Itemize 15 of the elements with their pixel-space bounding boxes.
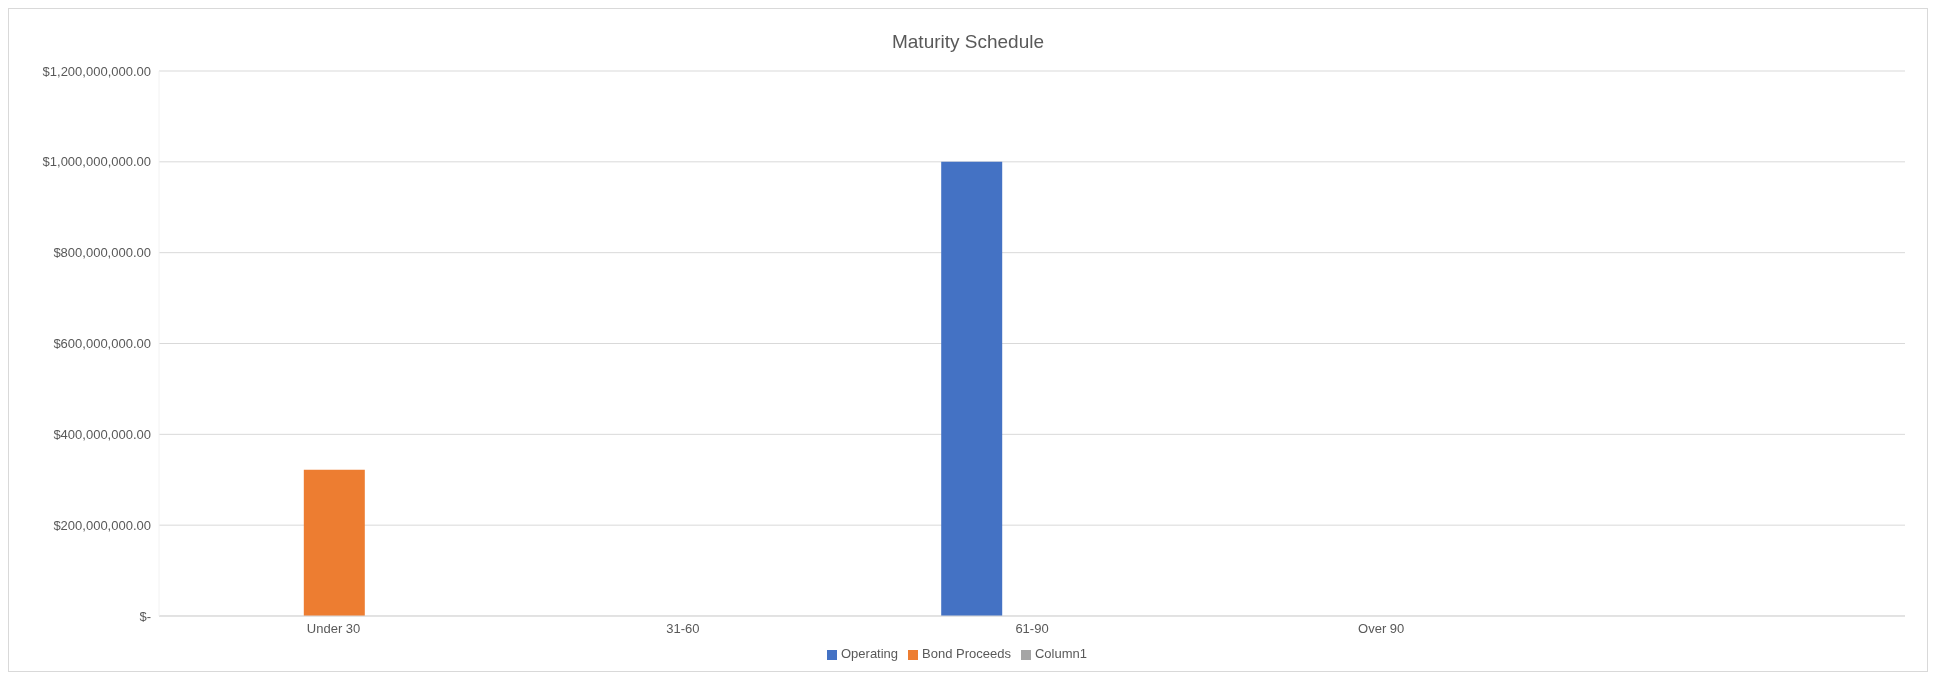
y-tick-label: $200,000,000.00 [53, 517, 151, 533]
x-tick-label: Over 90 [1358, 621, 1405, 637]
x-tick-label: 61-90 [1015, 621, 1049, 637]
y-tick-label: $400,000,000.00 [53, 426, 151, 442]
legend-label: Bond Proceeds [922, 646, 1011, 661]
y-tick-label: $1,000,000,000.00 [42, 154, 151, 170]
x-tick-label: 31-60 [666, 621, 700, 637]
x-tick-label: Under 30 [306, 621, 361, 637]
y-tick-label: $800,000,000.00 [53, 245, 151, 261]
chart-title: Maturity Schedule [890, 30, 1046, 54]
legend-label: Operating [840, 646, 899, 661]
legend-label: Column1 [1034, 646, 1088, 661]
y-tick-label: $600,000,000.00 [53, 336, 151, 352]
y-tick-label: $- [139, 608, 151, 624]
y-tick-label: $1,200,000,000.00 [42, 63, 151, 79]
